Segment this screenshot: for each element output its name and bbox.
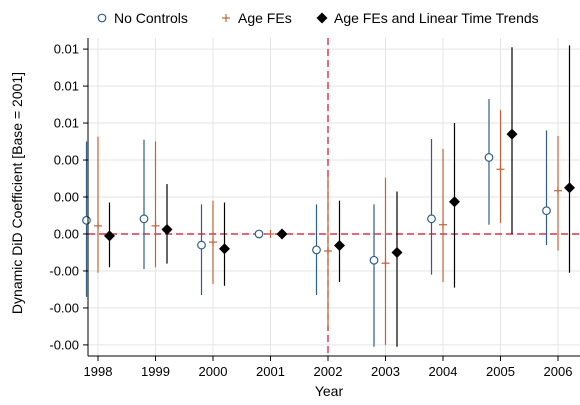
- x-axis-label: Year: [315, 383, 344, 399]
- point-age-fes-trends: [276, 228, 288, 240]
- legend-label: Age FEs and Linear Time Trends: [334, 10, 539, 26]
- legend-marker: [316, 12, 328, 24]
- point-age-fes-trends: [219, 243, 230, 255]
- point-no-controls: [312, 245, 321, 255]
- point-no-controls: [542, 206, 551, 216]
- legend-marker: [222, 14, 230, 22]
- axes: 1998 1999 2000 2001 2002 2003 2004 2005 2006 -0.0…: [49, 38, 580, 379]
- y-tick-label: -0.00: [49, 263, 79, 278]
- point-no-controls: [254, 229, 264, 239]
- point-no-controls: [427, 214, 436, 224]
- x-tick-label: 2005: [486, 364, 515, 379]
- point-age-fes-trends: [564, 182, 575, 194]
- point-age-fes-trends: [104, 230, 115, 242]
- legend-label: Age FEs: [238, 10, 292, 26]
- points: [82, 128, 575, 268]
- y-axis-label: Dynamic DiD Coefficient [Base = 2001]: [9, 72, 25, 314]
- x-tick-label: 2006: [544, 364, 573, 379]
- point-age-fes: [496, 165, 505, 174]
- x-tick-label: 2004: [429, 364, 458, 379]
- error-bars: [85, 45, 571, 347]
- point-no-controls: [369, 255, 379, 265]
- point-age-fes: [209, 238, 217, 247]
- y-tick-label: -0.00: [49, 337, 79, 352]
- point-age-fes-trends: [506, 128, 518, 140]
- point-age-fes-trends: [391, 246, 403, 258]
- x-tick-label: 2001: [256, 364, 285, 379]
- x-tick-label: 1999: [141, 364, 170, 379]
- point-no-controls: [484, 153, 494, 162]
- x-tick-label: 1998: [84, 364, 113, 379]
- y-tick-label: -0.00: [49, 300, 79, 315]
- y-tick-label: 0.00: [54, 190, 79, 205]
- grid-layer: [88, 38, 580, 356]
- y-tick-label: 0.00: [54, 153, 79, 168]
- point-no-controls: [82, 215, 91, 225]
- point-age-fes: [554, 186, 562, 195]
- y-tick-label: 0.01: [54, 42, 79, 57]
- x-tick-label: 2002: [314, 364, 343, 379]
- point-no-controls: [139, 214, 149, 224]
- point-age-fes: [381, 259, 390, 268]
- legend: No Controls Age FEs Age FEs and Linear Tim…: [97, 10, 539, 26]
- point-age-fes-trends: [334, 239, 345, 251]
- legend-label: No Controls: [114, 10, 188, 26]
- y-tick-label: 0.01: [54, 79, 79, 94]
- x-tick-label: 2000: [199, 364, 228, 379]
- point-age-fes: [324, 246, 332, 255]
- point-age-fes: [266, 229, 275, 238]
- legend-marker: [97, 13, 107, 23]
- point-age-fes: [439, 220, 447, 229]
- point-no-controls: [197, 240, 206, 250]
- y-tick-label: 0.00: [54, 226, 79, 241]
- point-age-fes-trends: [161, 224, 173, 236]
- x-tick-label: 2003: [371, 364, 400, 379]
- point-age-fes: [151, 221, 160, 230]
- point-age-fes: [94, 221, 102, 230]
- point-age-fes-trends: [449, 196, 460, 208]
- y-tick-label: 0.01: [54, 116, 79, 131]
